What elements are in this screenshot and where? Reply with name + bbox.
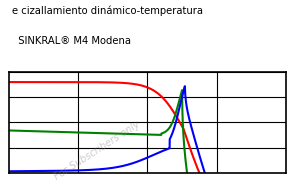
Text: e cizallamiento dinámico-temperatura: e cizallamiento dinámico-temperatura	[12, 5, 203, 16]
Text: For Subscribers only: For Subscribers only	[53, 119, 142, 180]
Text: SINKRAL® M4 Modena: SINKRAL® M4 Modena	[12, 36, 131, 46]
